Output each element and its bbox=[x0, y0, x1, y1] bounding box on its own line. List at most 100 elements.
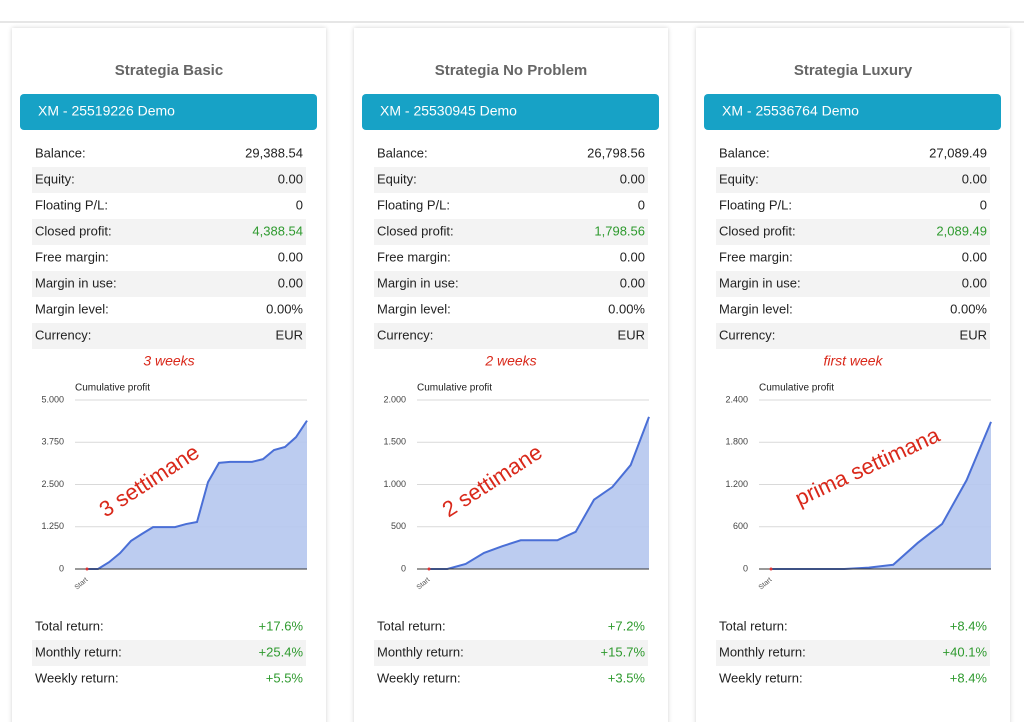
row-value: EUR bbox=[276, 327, 303, 342]
y-tick-label: 0 bbox=[743, 563, 748, 573]
account-header bbox=[704, 94, 1001, 130]
row-value: 0.00% bbox=[266, 301, 303, 316]
row-value: 0.00 bbox=[620, 275, 645, 290]
card-title: Strategia No Problem bbox=[435, 62, 588, 79]
row-label: Margin level: bbox=[719, 301, 793, 316]
row-label: Closed profit: bbox=[35, 223, 112, 238]
row-value: +17.6% bbox=[259, 618, 304, 633]
row-value: +15.7% bbox=[601, 644, 646, 659]
row-label: Closed profit: bbox=[719, 223, 796, 238]
row-label: Closed profit: bbox=[377, 223, 454, 238]
row-bg bbox=[374, 167, 648, 193]
row-value: 0.00% bbox=[608, 301, 645, 316]
row-value: 26,798.56 bbox=[587, 145, 645, 160]
row-label: Currency: bbox=[719, 327, 775, 342]
y-tick-label: 3.750 bbox=[41, 437, 64, 447]
account-name: XM - 25519226 Demo bbox=[38, 103, 175, 119]
row-value: 27,089.49 bbox=[929, 145, 987, 160]
y-tick-label: 2.500 bbox=[41, 479, 64, 489]
row-label: Total return: bbox=[719, 618, 788, 633]
row-label: Floating P/L: bbox=[377, 197, 450, 212]
row-label: Margin level: bbox=[377, 301, 451, 316]
row-bg bbox=[32, 323, 306, 349]
row-label: Balance: bbox=[377, 145, 428, 160]
row-value: 0.00 bbox=[962, 171, 987, 186]
row-value: 0 bbox=[296, 197, 303, 212]
row-label: Floating P/L: bbox=[719, 197, 792, 212]
row-bg bbox=[716, 323, 990, 349]
row-label: Equity: bbox=[35, 171, 75, 186]
row-value: +3.5% bbox=[608, 670, 646, 685]
row-bg bbox=[716, 167, 990, 193]
row-label: Balance: bbox=[35, 145, 86, 160]
row-value: 0.00% bbox=[950, 301, 987, 316]
row-bg bbox=[32, 219, 306, 245]
y-tick-label: 600 bbox=[733, 521, 748, 531]
row-value: +25.4% bbox=[259, 644, 304, 659]
row-label: Balance: bbox=[719, 145, 770, 160]
row-label: Margin in use: bbox=[719, 275, 801, 290]
row-label: Currency: bbox=[377, 327, 433, 342]
row-value: 0.00 bbox=[962, 249, 987, 264]
y-tick-label: 5.000 bbox=[41, 394, 64, 404]
row-label: Monthly return: bbox=[719, 644, 806, 659]
card-title: Strategia Basic bbox=[115, 62, 223, 79]
row-label: Weekly return: bbox=[719, 670, 803, 685]
chart-title: Cumulative profit bbox=[75, 383, 150, 394]
row-label: Total return: bbox=[377, 618, 446, 633]
row-label: Margin level: bbox=[35, 301, 109, 316]
account-header bbox=[20, 94, 317, 130]
row-value: 0.00 bbox=[278, 275, 303, 290]
row-label: Floating P/L: bbox=[35, 197, 108, 212]
account-header bbox=[362, 94, 659, 130]
start-dot bbox=[769, 567, 773, 571]
row-bg bbox=[374, 219, 648, 245]
row-label: Equity: bbox=[377, 171, 417, 186]
row-bg bbox=[374, 323, 648, 349]
row-value: 0.00 bbox=[620, 249, 645, 264]
row-value: +8.4% bbox=[950, 618, 988, 633]
row-bg bbox=[716, 219, 990, 245]
row-bg bbox=[374, 640, 648, 666]
start-dot bbox=[85, 567, 89, 571]
row-value: 29,388.54 bbox=[245, 145, 303, 160]
row-value: +8.4% bbox=[950, 670, 988, 685]
start-dot bbox=[427, 567, 431, 571]
row-label: Free margin: bbox=[377, 249, 451, 264]
account-name: XM - 25536764 Demo bbox=[722, 103, 859, 119]
row-label: Currency: bbox=[35, 327, 91, 342]
line bbox=[87, 420, 308, 570]
chart-title: Cumulative profit bbox=[417, 383, 492, 394]
row-value: +40.1% bbox=[943, 644, 988, 659]
y-tick-label: 1.200 bbox=[725, 479, 748, 489]
row-bg bbox=[32, 271, 306, 297]
y-tick-label: 1.800 bbox=[725, 437, 748, 447]
row-label: Free margin: bbox=[35, 249, 109, 264]
area bbox=[771, 421, 991, 569]
row-value: 2,089.49 bbox=[936, 223, 987, 238]
chart-title: Cumulative profit bbox=[759, 383, 834, 394]
row-bg bbox=[32, 167, 306, 193]
card bbox=[696, 28, 1010, 722]
y-tick-label: 2.400 bbox=[725, 394, 748, 404]
y-tick-label: 500 bbox=[391, 521, 406, 531]
row-label: Free margin: bbox=[719, 249, 793, 264]
row-value: +7.2% bbox=[608, 618, 646, 633]
line bbox=[429, 416, 650, 570]
row-bg bbox=[716, 640, 990, 666]
row-value: 0 bbox=[980, 197, 987, 212]
row-value: 4,388.54 bbox=[252, 223, 303, 238]
note: 2 weeks bbox=[484, 353, 536, 369]
y-tick-label: 1.250 bbox=[41, 521, 64, 531]
row-value: 0 bbox=[638, 197, 645, 212]
row-label: Equity: bbox=[719, 171, 759, 186]
row-bg bbox=[374, 271, 648, 297]
row-value: 1,798.56 bbox=[594, 223, 645, 238]
row-value: 0.00 bbox=[620, 171, 645, 186]
y-tick-label: 0 bbox=[59, 563, 64, 573]
row-bg bbox=[32, 640, 306, 666]
row-value: 0.00 bbox=[278, 171, 303, 186]
row-value: +5.5% bbox=[266, 670, 304, 685]
area bbox=[87, 420, 307, 569]
